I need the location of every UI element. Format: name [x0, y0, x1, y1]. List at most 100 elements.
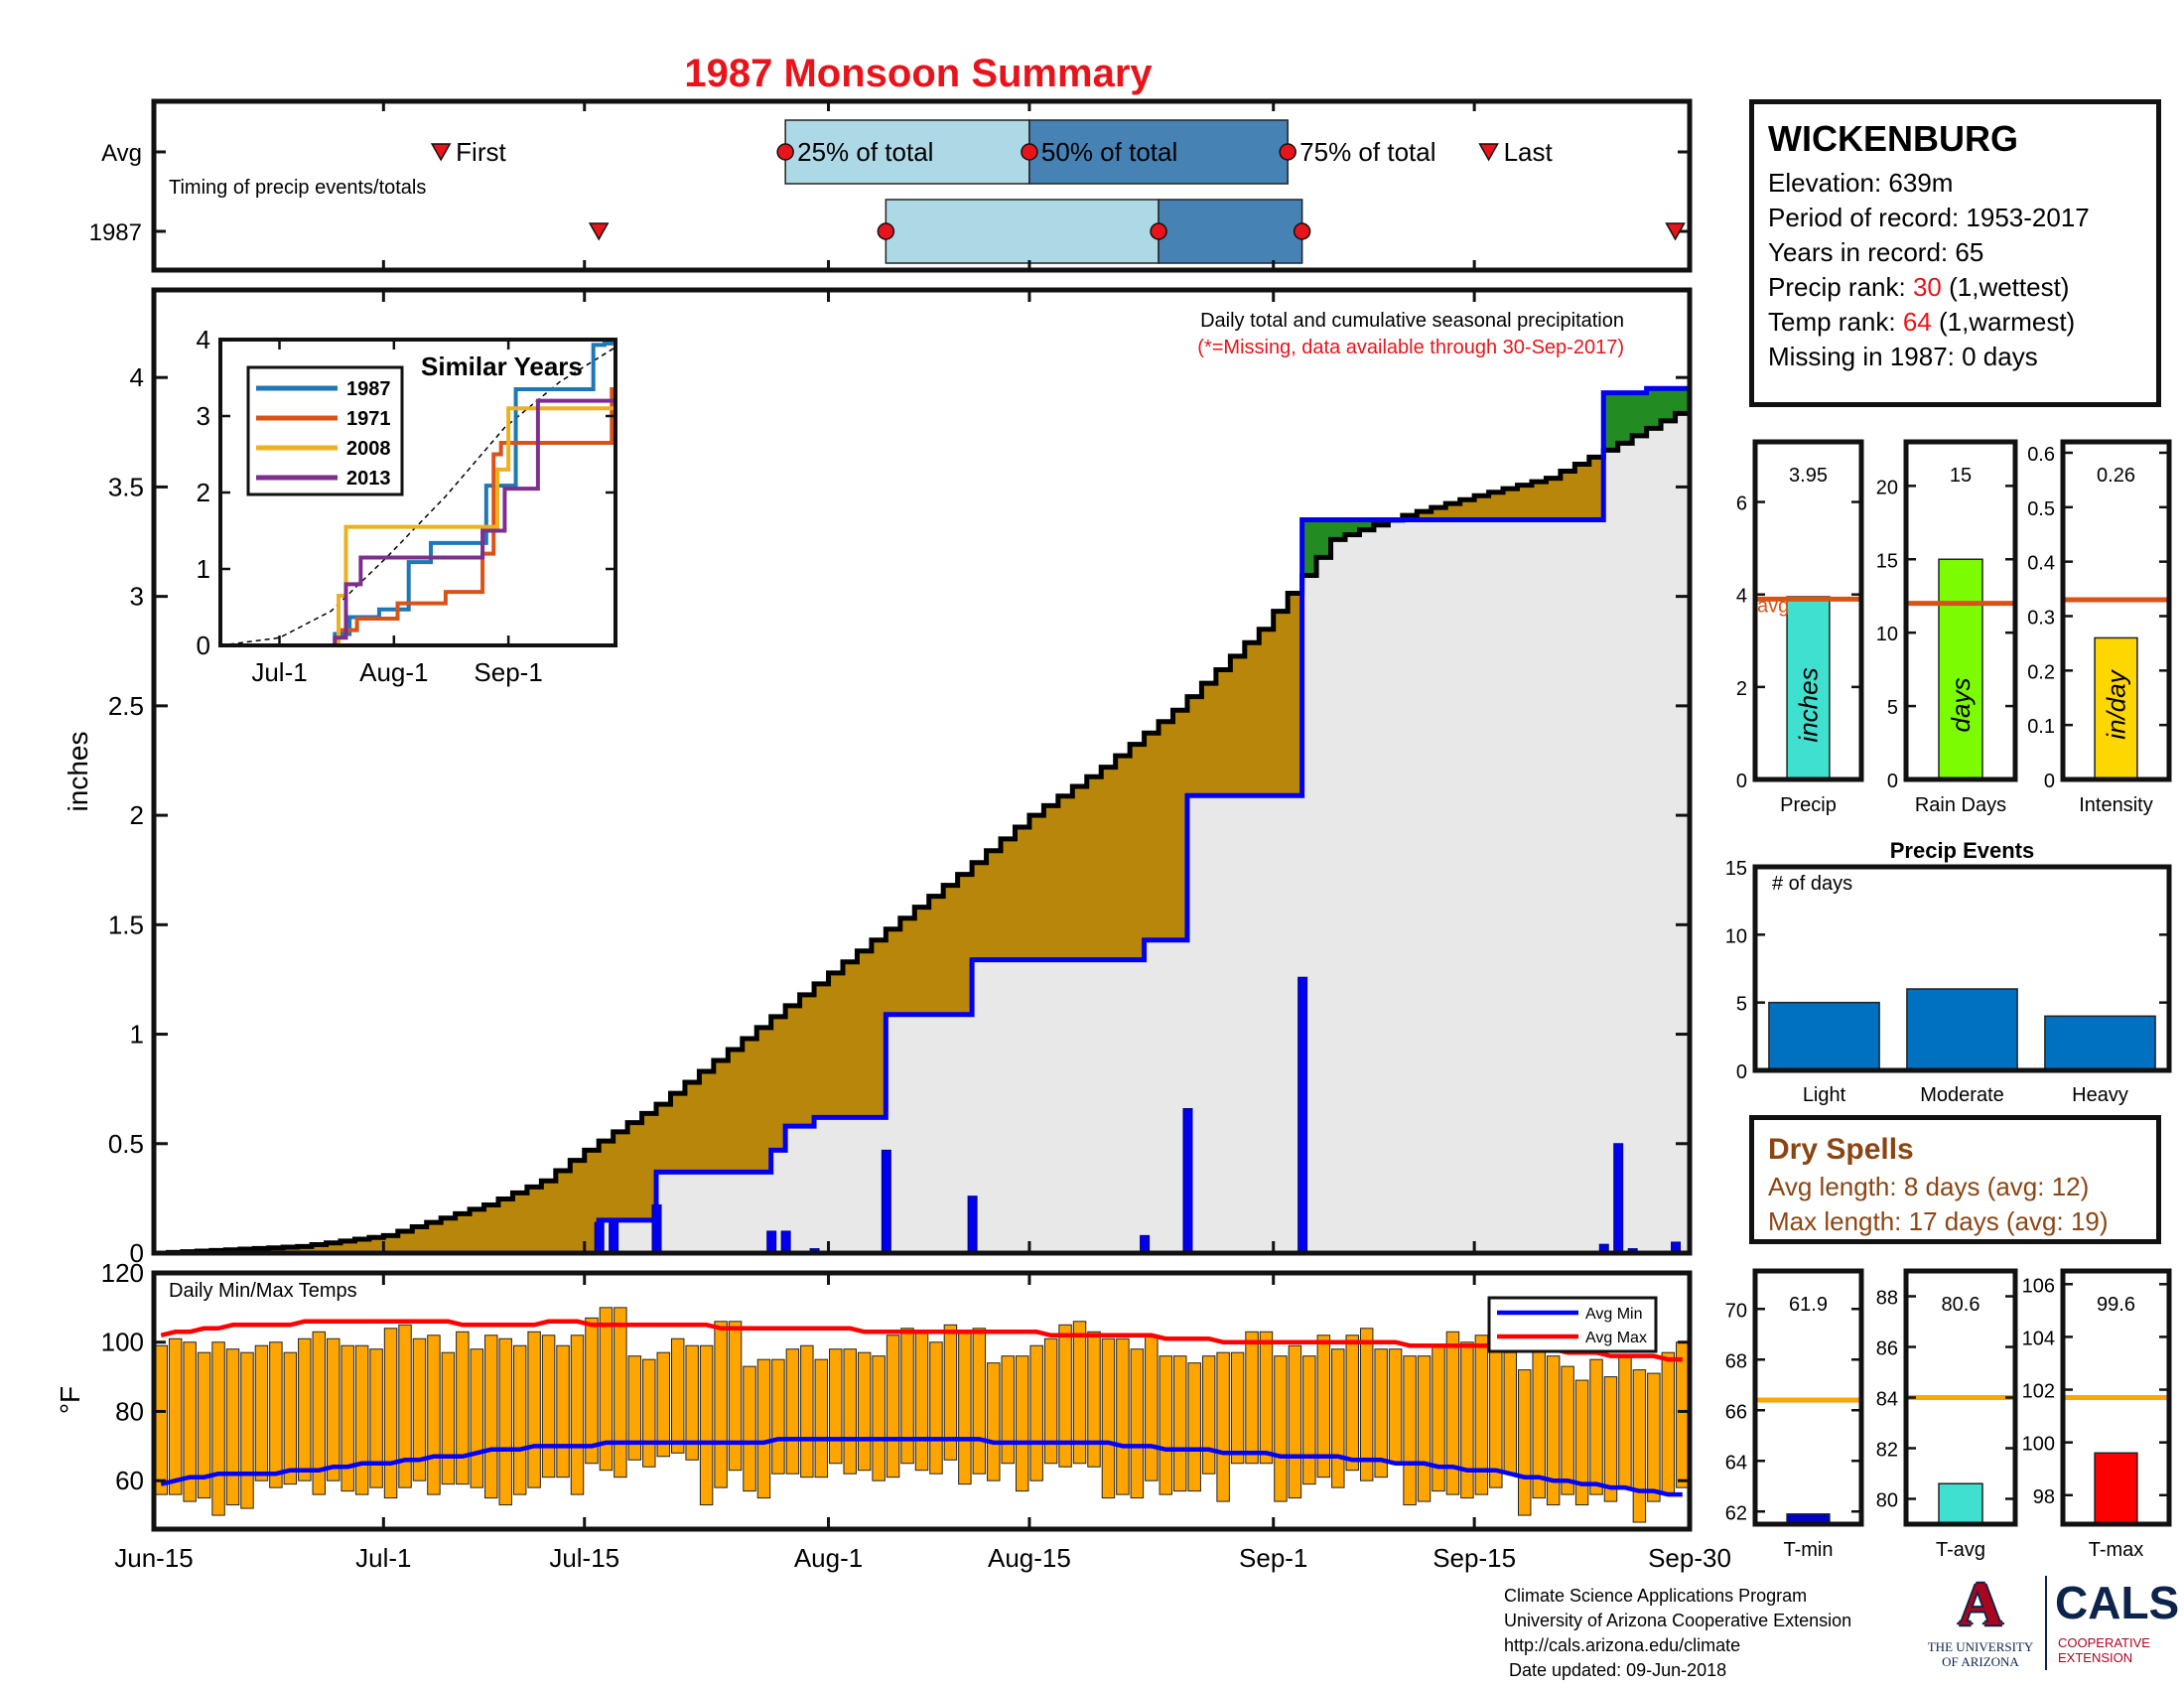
below-average-fill: [1474, 495, 1490, 520]
temp-range-bar: [627, 1355, 642, 1461]
temp-range-bar: [269, 1341, 283, 1488]
temp-range-bar: [398, 1324, 412, 1488]
ua-wordmark-2: OF ARIZONA: [1942, 1654, 2019, 1669]
temp-range-bar: [857, 1351, 872, 1472]
above-average-fill: [1675, 388, 1691, 414]
timing-label-50: 50% of total: [1041, 137, 1177, 167]
temp-range-bar: [743, 1365, 756, 1492]
intensity_stat-value-label: 0.26: [2097, 465, 2135, 487]
temps-y-tick-label: 120: [101, 1258, 144, 1288]
temp-range-bar: [1001, 1355, 1015, 1465]
tmax_stat-y-tick-label: 98: [2033, 1486, 2055, 1508]
intensity_stat-y-tick-label: 0.6: [2027, 444, 2055, 466]
temp-range-bar: [843, 1348, 857, 1475]
temp-range-bar: [1561, 1365, 1574, 1495]
timing-row-label: 1987: [89, 219, 142, 246]
below-average-fill: [1259, 629, 1275, 796]
timing-marker-p50: [1021, 143, 1038, 161]
tmax_stat-value-label: 99.6: [2097, 1294, 2135, 1316]
temp-range-bar: [556, 1344, 570, 1478]
timing-caption: Timing of precip events/totals: [169, 177, 426, 199]
temp-range-bar: [456, 1331, 470, 1485]
inset-x-tick-label: Jul-1: [251, 657, 307, 687]
temp-range-bar: [197, 1351, 211, 1499]
below-average-fill: [383, 1235, 399, 1253]
tmax_stat-y-tick-label: 104: [2022, 1328, 2055, 1349]
tmax_stat-y-tick-label: 100: [2022, 1434, 2055, 1456]
temp-range-bar: [1489, 1348, 1503, 1488]
below-average-fill: [526, 1187, 542, 1253]
inset-y-tick-label: 0: [197, 631, 210, 660]
above-average-fill: [1345, 519, 1360, 535]
events-y-label: # of days: [1772, 873, 1852, 895]
temp-range-bar: [484, 1335, 498, 1499]
below-average-fill: [1273, 611, 1289, 796]
daily-precip-bar: [1297, 976, 1308, 1254]
temp-range-bar: [785, 1348, 800, 1475]
temp-range-bar: [714, 1321, 728, 1488]
main-y-tick-label: 3: [130, 582, 144, 612]
raindays_stat-frame: [1903, 439, 2018, 782]
temp-range-bar: [670, 1337, 685, 1454]
temp-range-bar: [585, 1317, 599, 1465]
daily-precip-bar: [1613, 1143, 1624, 1254]
timing-marker-p25: [877, 222, 895, 240]
inset-legend-label: 2013: [346, 468, 391, 490]
below-average-fill: [928, 896, 944, 1015]
temp-range-bar: [1274, 1355, 1288, 1502]
tmin_stat-value-label: 61.9: [1789, 1294, 1828, 1316]
below-average-fill: [283, 1247, 299, 1253]
below-average-fill: [1186, 696, 1202, 796]
precip_stat-axis-label: Precip: [1780, 794, 1837, 816]
tavg_stat-y-tick-label: 80: [1876, 1490, 1898, 1512]
temp-range-bar: [1072, 1321, 1087, 1465]
temp-range-bar: [1345, 1335, 1359, 1472]
temp-range-bar: [427, 1335, 441, 1495]
x-axis-date-label: Sep-15: [1433, 1543, 1516, 1573]
timing-label-25: 25% of total: [797, 137, 933, 167]
below-average-fill: [1215, 669, 1231, 796]
below-average-fill: [914, 907, 930, 1015]
below-average-fill: [986, 850, 1002, 960]
events-y-tick-label: 15: [1725, 858, 1747, 880]
below-average-fill: [1574, 464, 1590, 520]
temp-range-bar: [800, 1344, 814, 1478]
below-average-fill: [613, 1131, 628, 1220]
precip_stat-unit-label: inches: [1794, 667, 1824, 742]
footer-line-2: University of Arizona Cooperative Extens…: [1504, 1611, 1852, 1630]
temp-range-bar: [1661, 1351, 1676, 1495]
inset-y-tick-label: 2: [197, 478, 210, 507]
below-average-fill: [684, 1082, 700, 1173]
timing-marker-last: [1478, 143, 1499, 162]
tmin_stat-y-tick-label: 70: [1725, 1300, 1747, 1322]
timing-label-first: First: [456, 137, 506, 167]
above-average-fill: [1661, 388, 1677, 421]
below-average-fill: [1130, 744, 1146, 960]
below-average-fill: [1043, 805, 1059, 960]
temp-rank-suffix: (1,warmest): [1931, 307, 2076, 337]
inset-series-1971: [220, 369, 617, 647]
temp-range-bar: [211, 1341, 225, 1516]
temp-range-bar: [1058, 1324, 1072, 1468]
temp-range-bar: [685, 1344, 699, 1461]
above-average-fill: [1330, 519, 1346, 540]
temp-range-bar: [900, 1328, 914, 1465]
below-average-fill: [713, 1060, 729, 1173]
temp-range-bar: [872, 1355, 886, 1481]
temp-range-bar: [614, 1307, 627, 1478]
temp-range-bar: [1245, 1331, 1259, 1465]
station-info-box: WICKENBURG Elevation: 639m Period of rec…: [1749, 99, 2161, 407]
x-axis-date-label: Aug-1: [794, 1543, 863, 1573]
temp-range-bar: [168, 1337, 183, 1495]
events-title: Precip Events: [1890, 838, 2035, 863]
temp-range-bar: [943, 1324, 958, 1461]
year-cumulative-line: [154, 385, 1690, 1256]
raindays_stat-axis-label: Rain Days: [1915, 794, 2006, 816]
temp-range-bar: [312, 1331, 326, 1495]
raindays_stat-y-tick-label: 15: [1876, 550, 1898, 572]
footer-line-4: Date updated: 09-Jun-2018: [1509, 1660, 1727, 1680]
missing-text: Missing in 1987: 0 days: [1768, 342, 2038, 371]
temp-range-bar: [383, 1328, 398, 1499]
below-average-fill: [599, 1141, 614, 1220]
temp-range-bar: [512, 1344, 527, 1495]
